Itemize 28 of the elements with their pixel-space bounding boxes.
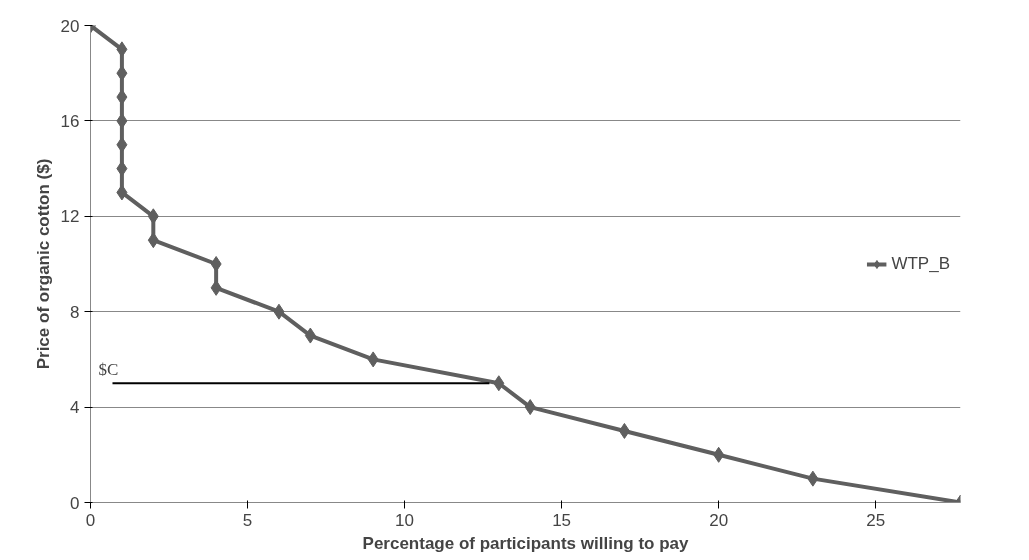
y-tick-label: 8 (70, 302, 80, 322)
legend-label: WTP_B (891, 253, 950, 274)
point (713, 446, 725, 463)
y-tick-label: 4 (70, 398, 80, 418)
point (807, 470, 819, 487)
point (618, 422, 630, 439)
y-tick-label: 16 (60, 111, 80, 131)
y-tick-label: 0 (70, 493, 80, 513)
point (304, 327, 316, 344)
point (116, 160, 128, 177)
annotation: $C (98, 360, 119, 380)
y-tick-label: 12 (60, 207, 80, 227)
x-tick-label: 25 (866, 510, 886, 530)
y-axis-title: Price of organic cotton ($) (33, 158, 53, 370)
point (273, 303, 285, 320)
point (147, 232, 159, 249)
x-tick-label: 5 (242, 510, 253, 530)
x-tick-label: 10 (395, 510, 415, 530)
point (493, 375, 505, 392)
point (116, 184, 128, 201)
x-axis-title: Percentage of participants willing to pay (362, 533, 689, 553)
x-tick-label: 15 (552, 510, 572, 530)
point (524, 399, 536, 416)
point (367, 351, 379, 368)
y-tick-label: 20 (60, 16, 80, 36)
x-tick-label: 20 (709, 510, 729, 530)
point (210, 256, 222, 272)
x-tick-label: 0 (85, 510, 96, 530)
